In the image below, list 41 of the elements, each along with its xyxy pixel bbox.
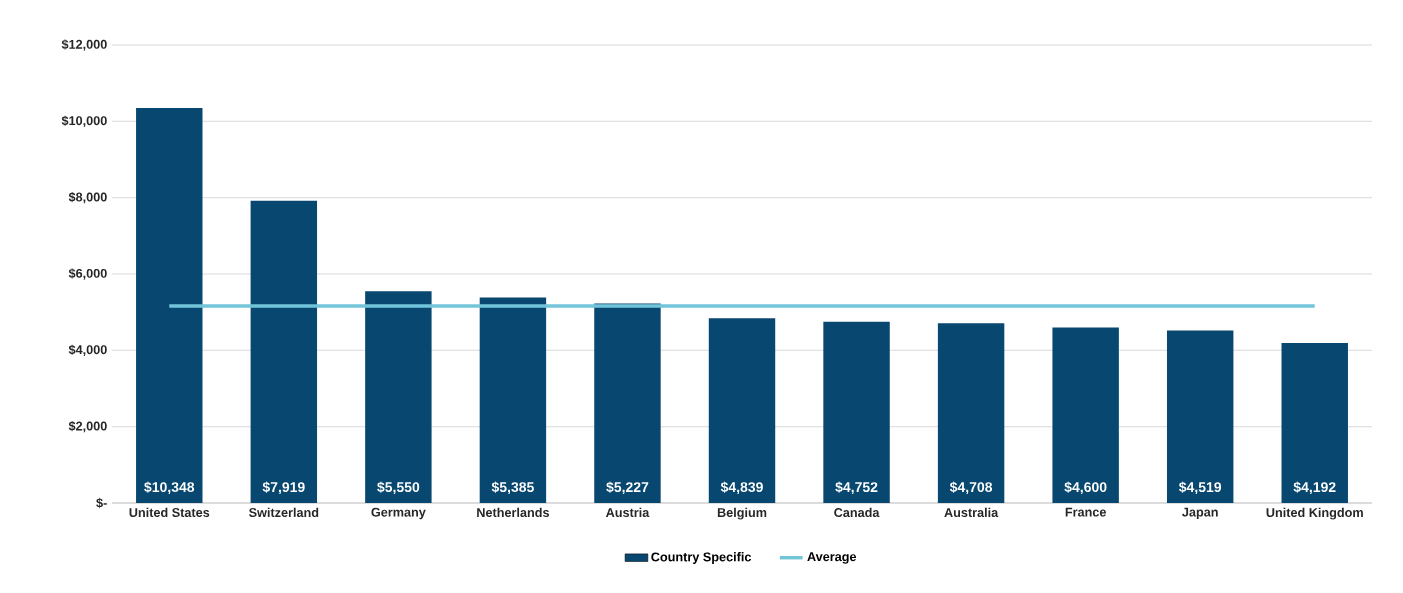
- data-label: $4,708: [949, 481, 993, 495]
- y-tick-label: $10,000: [61, 115, 107, 128]
- x-tick-label: United States: [129, 507, 210, 518]
- data-label: $5,227: [606, 481, 649, 495]
- y-tick-label: $6,000: [68, 268, 107, 280]
- data-label: $4,519: [1178, 481, 1222, 495]
- x-tick-label: United Kingdom: [1266, 507, 1363, 520]
- data-label: $10,348: [144, 481, 195, 495]
- y-tick-label: $12,000: [61, 39, 107, 51]
- data-label: $4,752: [835, 481, 878, 495]
- y-tick-label: $8,000: [68, 191, 107, 204]
- y-tick-label: $4,000: [68, 344, 107, 357]
- x-tick-label: Japan: [1182, 507, 1218, 520]
- data-label: $4,600: [1064, 481, 1107, 495]
- x-tick-label: Australia: [944, 507, 999, 518]
- bar: [1281, 343, 1348, 503]
- x-tick-label: Switzerland: [248, 507, 319, 518]
- x-tick-label: Netherlands: [477, 507, 549, 518]
- x-tick-label: Belgium: [717, 507, 767, 520]
- x-tick-label: Austria: [605, 507, 650, 518]
- bar: [250, 200, 318, 503]
- bar: [365, 291, 432, 503]
- x-tick-label: Germany: [371, 507, 426, 520]
- legend-label: Country Specific: [651, 552, 752, 564]
- bar: [823, 321, 890, 503]
- bar: [937, 323, 1005, 503]
- bar: [708, 318, 776, 503]
- bar: [136, 108, 203, 503]
- data-label: $5,385: [491, 481, 534, 495]
- y-tick-label: $2,000: [68, 420, 107, 433]
- bar: [1166, 330, 1234, 503]
- legend-label: Average: [807, 552, 857, 564]
- x-tick-label: Canada: [834, 507, 880, 518]
- y-tick-label: $-: [96, 497, 107, 509]
- data-label: $7,919: [262, 481, 305, 495]
- data-label: $4,192: [1293, 481, 1336, 495]
- data-label: $5,550: [377, 481, 420, 495]
- bar: [1052, 327, 1119, 503]
- data-label: $4,839: [720, 481, 763, 495]
- x-tick-label: France: [1065, 507, 1106, 517]
- bar: [479, 297, 547, 503]
